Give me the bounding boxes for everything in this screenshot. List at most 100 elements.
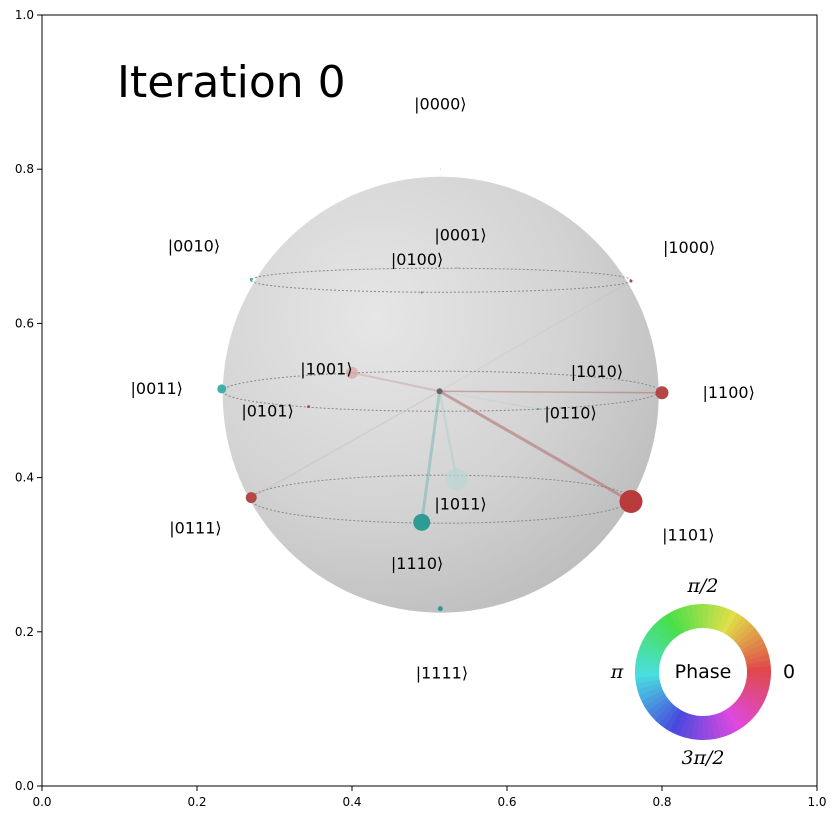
chart-title: Iteration 0 [117,57,346,108]
state-point [420,291,423,294]
phase-wheel-segment [679,606,692,631]
phase-wheel-segment [635,672,660,679]
state-point [413,513,431,531]
phase-wheel-segment [746,671,771,678]
state-point [619,490,643,514]
phase-wheel-segment [738,632,762,650]
state-point [346,366,358,379]
x-tick-label: 0.2 [187,795,206,809]
phase-wheel-segment [703,715,710,740]
phase-wheel-segment [721,709,738,734]
phase-wheel-segment [736,627,759,647]
y-tick-label: 0.6 [15,316,34,330]
phase-wheel-segment [745,653,770,665]
y-tick-label: 0.0 [15,779,34,793]
phase-label-pi: π [610,661,624,683]
phase-wheel-segment [731,702,752,725]
phase-wheel-segment [717,607,732,633]
y-tick-label: 0.8 [15,162,34,176]
phase-wheel-segment [673,608,688,633]
sphere-body [222,176,659,613]
y-axis-ticks: 0.0 0.2 0.4 0.6 0.8 1.0 [15,8,42,793]
state-line [250,390,440,499]
phase-wheel-segment [654,703,676,725]
state-line [420,391,442,523]
phase-wheel-segment [663,613,681,637]
state-point [655,386,669,400]
state-line [351,371,440,393]
phase-wheel-segment [742,642,767,657]
phase-wheel-segment [641,638,665,654]
phase-wheel-segment [734,699,756,721]
phase-wheel-segment [728,705,748,728]
phase-wheel-segment [696,604,703,629]
state-label: |0001⟩ [434,226,486,245]
state-label: |1001⟩ [300,360,352,379]
phase-wheel-segment [736,696,760,716]
phase-wheel-segment [637,683,662,696]
phase-wheel-segment [724,612,743,636]
phase-wheel-segment [745,679,771,690]
x-tick-label: 0.8 [652,795,671,809]
state-label: |0010⟩ [168,236,220,255]
y-tick-label: 0.2 [15,625,34,639]
state-line [439,390,663,394]
y-tick-label: 1.0 [15,8,34,22]
x-tick-label: 0.6 [497,795,516,809]
state-line [439,390,539,410]
phase-wheel-segment [644,694,668,712]
phase-wheel-segment [713,606,727,631]
phase-wheel-segment [740,637,765,654]
phase-wheel-segment [647,697,670,717]
state-label: |0000⟩ [414,94,466,113]
phase-wheel-segment [710,714,722,739]
phase-wheel-segment [741,690,765,706]
phase-wheel-segment [714,713,727,738]
state-label: |1110⟩ [391,554,443,573]
phase-wheel-segment [636,679,661,691]
phase-wheel-segment [638,643,664,658]
phase-wheel-segment [635,675,660,685]
phase-wheel-segment [663,708,682,732]
x-tick-label: 0.0 [32,795,51,809]
state-point [445,468,468,491]
state-point [307,405,311,409]
state-points [217,168,669,612]
phase-wheel-segment [639,687,664,702]
state-label: |1111⟩ [416,663,468,682]
phase-wheel-segment [725,707,743,731]
state-point [537,407,539,410]
phase-label-3pi-half: 3π/2 [681,747,724,769]
phase-wheel-segment [635,660,660,669]
phase-wheel-segment [637,648,662,662]
phase-wheel-segment [706,715,716,740]
state-label: |0011⟩ [131,379,183,398]
y-tick-label: 0.4 [15,471,34,485]
phase-wheel-segment [659,705,679,729]
phase-label-0: 0 [783,661,795,683]
phase-wheel-segment [684,605,696,630]
state-label: |1100⟩ [702,383,754,402]
phase-wheel-segment [635,654,661,665]
state-label: |0110⟩ [544,404,596,423]
state-line [439,280,632,392]
phase-wheel-segment [744,648,769,661]
sphere-center [436,388,443,395]
phase-wheel-segment [718,711,733,736]
state-line [438,391,458,480]
phase-wheel-segment [641,690,666,707]
state-label: |0100⟩ [391,250,443,269]
state-point [245,492,257,504]
phase-wheel-segment [746,659,771,669]
phase-wheel-ring [635,604,771,740]
phase-wheel-segment [730,619,752,641]
state-labels: |0000⟩ |0001⟩ |0010⟩ |0011⟩ |0100⟩ |0101⟩ |011… [131,94,755,682]
phase-wheel-segment [721,610,737,634]
phase-wheel-segment [650,623,672,645]
phase-wheel-segment [691,715,700,740]
phase-wheel-segment [710,604,721,630]
phase-wheel-segment [744,682,769,696]
phase-wheel-segment [746,665,771,672]
phase-wheel-segment [658,616,678,639]
state-point [456,266,459,270]
